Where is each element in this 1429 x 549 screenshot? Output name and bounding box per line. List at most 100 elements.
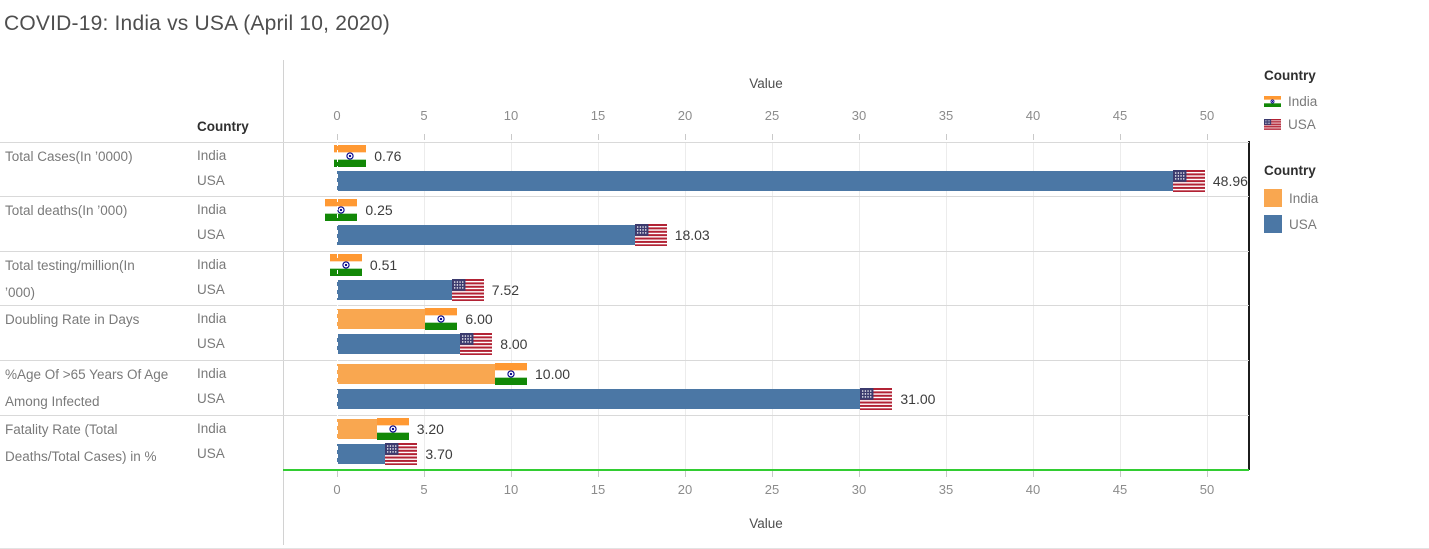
top-axis-tick-mark [685,134,686,140]
bottom-axis-tick-mark [511,470,512,477]
top-axis-tick-mark [1207,134,1208,140]
zero-value-line [337,141,338,470]
row-divider [0,196,1249,198]
bottom-axis-tick-mark [598,470,599,477]
legend-item-india[interactable]: India [1264,189,1318,207]
bottom-axis-tick-mark [772,470,773,477]
legend-shape: Country India USA [1264,68,1317,132]
category-label-line: Total testing/million(In [5,257,135,273]
legend-item-label: India [1288,94,1318,109]
category-label: Total testing/million(In ’000) [5,252,189,306]
bottom-axis-tick-label: 25 [764,482,780,497]
row-divider [0,414,1249,416]
bar-value-label: 3.70 [425,445,453,462]
category-label-line: Total Cases(In ’0000) [5,148,133,164]
category-label: Doubling Rate in Days [5,306,189,333]
bar-usa[interactable] [337,443,402,464]
bar-usa[interactable] [337,334,477,355]
country-cell-label-india: India [197,311,227,327]
bottom-axis-tick-mark [1120,470,1121,477]
row-divider [0,250,1249,252]
category-label-line: Doubling Rate in Days [5,312,140,328]
legend-item-label: USA [1289,216,1317,232]
usa-flag-icon [385,442,418,466]
bar-usa[interactable] [337,170,1189,191]
chart-title: COVID-19: India vs USA (April 10, 2020) [4,12,390,35]
bar-value-label: 8.00 [500,336,528,353]
usa-flag-icon [860,388,893,411]
country-cell-label-usa: USA [197,391,225,407]
bar-usa[interactable] [337,279,468,300]
country-cell-label-india: India [197,256,227,272]
bar-value-label: 0.76 [374,147,402,164]
bottom-axis-tick-label: 0 [333,482,341,497]
legend-item-usa[interactable]: USA [1264,117,1317,132]
bar-india[interactable] [337,364,511,385]
bottom-axis-tick-mark [1033,470,1034,477]
top-axis-tick-label: 15 [590,108,606,123]
legend-item-label: USA [1288,117,1316,132]
india-flag-icon [325,199,358,222]
india-flag-icon [376,417,409,441]
india-flag-icon [1264,96,1281,108]
bottom-axis-title: Value [749,516,783,531]
bar-usa[interactable] [337,225,651,246]
bar-usa[interactable] [337,389,877,410]
category-label-line: Deaths/Total Cases) in % [5,448,157,464]
top-axis-tick-label: 0 [333,108,341,123]
top-axis-tick-mark [772,134,773,140]
top-axis-tick-label: 5 [420,108,428,123]
bottom-axis-tick-mark [424,470,425,477]
top-axis-title: Value [749,76,783,91]
plot-left-divider [283,60,284,545]
category-label: Fatality Rate (Total Deaths/Total Cases) … [5,416,189,470]
country-column-header: Country [197,119,249,134]
bottom-axis-tick-mark [1207,470,1208,477]
legend-color-swatch-usa [1264,215,1282,233]
bottom-axis-tick-label: 40 [1025,482,1041,497]
bottom-axis-tick-label: 45 [1112,482,1128,497]
top-axis-tick-mark [1120,134,1121,140]
usa-flag-icon [460,333,493,356]
bottom-axis-tick-label: 15 [590,482,606,497]
bottom-axis-tick-mark [337,470,338,477]
top-axis-tick-mark [598,134,599,140]
bar-value-label: 3.20 [416,420,444,437]
top-axis-tick-label: 10 [503,108,519,123]
bar-value-label: 0.25 [365,202,393,219]
country-cell-label-usa: USA [197,445,225,461]
plot-bottom-baseline [283,468,1249,471]
india-flag-icon [495,363,527,386]
legend-shape-title: Country [1264,68,1316,83]
legend-color-title: Country [1264,163,1316,178]
top-axis-tick-mark [337,134,338,140]
country-cell-label-india: India [197,420,227,436]
legend-item-india[interactable]: India [1264,94,1317,109]
bottom-axis-tick-mark [859,470,860,477]
category-label: Total deaths(In ’000) [5,197,189,224]
bottom-axis-tick-label: 10 [503,482,519,497]
top-axis-tick-label: 35 [938,108,954,123]
row-divider [0,141,1249,143]
category-label-line: Total deaths(In ’000) [5,203,128,219]
bottom-axis-tick-label: 5 [420,482,428,497]
top-axis-tick-label: 25 [764,108,780,123]
country-cell-label-usa: USA [197,281,225,297]
legend-item-usa[interactable]: USA [1264,215,1318,233]
bottom-axis-tick-mark [685,470,686,477]
bottom-axis-tick-label: 20 [677,482,693,497]
top-axis-tick-label: 50 [1199,108,1215,123]
bar-india[interactable] [337,309,442,330]
category-label-line: ’000) [5,284,36,300]
usa-flag-icon [1172,169,1205,192]
plot-right-border [1248,141,1250,470]
category-label-line: %Age Of >65 Years Of Age [5,367,169,383]
top-axis-tick-mark [1033,134,1034,140]
country-cell-label-usa: USA [197,336,225,352]
category-label: %Age Of >65 Years Of Age Among Infected [5,361,189,415]
bottom-axis-tick-mark [946,470,947,477]
india-flag-icon [329,253,362,277]
legend-color-swatch-india [1264,189,1282,207]
india-flag-icon [334,144,367,168]
